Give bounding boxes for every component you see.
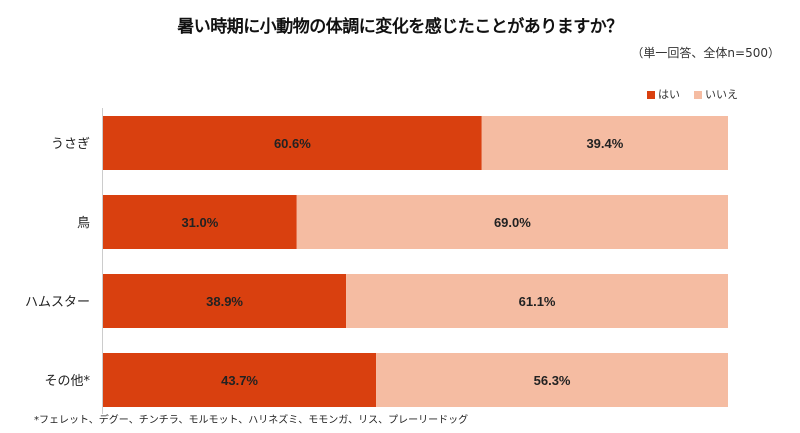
bar-yes (103, 353, 377, 407)
category-label: 鳥 (77, 216, 90, 231)
legend-item-no: いいえ (694, 86, 738, 102)
category-label: うさぎ (51, 137, 90, 152)
bar-yes (103, 195, 297, 249)
data-label: 60.6% (274, 136, 311, 151)
bar-no (296, 195, 728, 249)
legend-swatch-yes (647, 91, 655, 99)
bar-no (481, 116, 728, 170)
data-label: 56.3% (534, 373, 571, 388)
chart-title: 暑い時期に小動物の体調に変化を感じたことがありますか？ (177, 17, 623, 37)
bar-no (346, 274, 728, 328)
legend-label-no: いいえ (705, 88, 738, 101)
data-label: 61.1% (519, 294, 556, 309)
category-label: ハムスター (25, 295, 90, 310)
legend-swatch-no (694, 91, 702, 99)
legend: はい いいえ (647, 86, 738, 102)
category-label: その他* (44, 374, 90, 389)
legend-item-yes: はい (647, 86, 680, 102)
bar-yes (103, 274, 347, 328)
data-label: 43.7% (221, 373, 258, 388)
bar-no (376, 353, 728, 407)
chart-subtitle: （単一回答、全体n=500） (631, 46, 780, 60)
data-label: 39.4% (586, 136, 623, 151)
footnote: *フェレット、デグー、チンチラ、モルモット、ハリネズミ、モモンガ、リス、プレーリ… (34, 415, 469, 426)
data-label: 69.0% (494, 215, 531, 230)
data-label: 31.0% (181, 215, 218, 230)
bar-yes (103, 116, 482, 170)
legend-label-yes: はい (658, 88, 680, 101)
data-label: 38.9% (206, 294, 243, 309)
